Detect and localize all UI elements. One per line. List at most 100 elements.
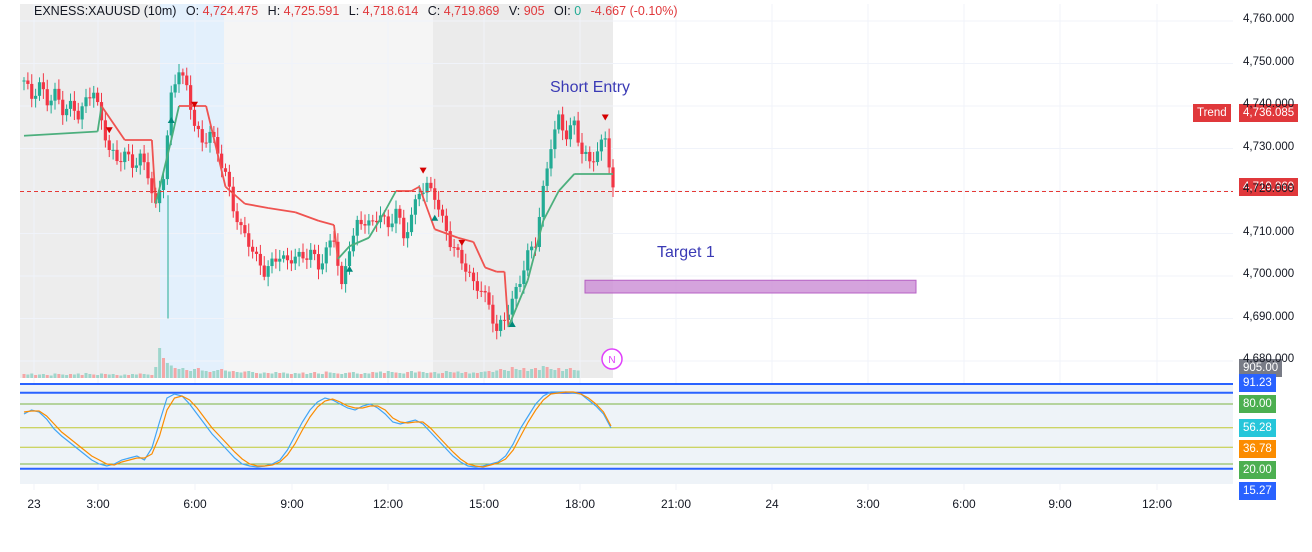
sell-signal-marker xyxy=(601,114,609,121)
volume-value: 905 xyxy=(523,4,545,18)
high-label: H: xyxy=(267,4,281,18)
candle-body xyxy=(545,168,549,186)
time-axis-tick: 24 xyxy=(765,497,779,511)
candle-body xyxy=(96,92,100,103)
candle-body xyxy=(580,142,584,154)
candle-body xyxy=(254,251,259,254)
short-entry-label[interactable]: Short Entry xyxy=(550,79,631,96)
candle-body xyxy=(301,251,305,259)
osc-level-1527-tag: 15.27 xyxy=(1239,482,1276,500)
volume-bar xyxy=(491,372,495,378)
candle-body xyxy=(150,178,154,194)
candle-body xyxy=(65,108,69,116)
trend-line-segment xyxy=(349,236,370,248)
volume-bar xyxy=(464,372,468,378)
osc-level-20-tag: 20.00 xyxy=(1239,461,1276,479)
candle-body xyxy=(603,138,607,140)
volume-bar xyxy=(561,371,565,378)
volume-bar xyxy=(65,375,69,378)
volume-bar xyxy=(142,374,146,378)
volume-bar xyxy=(189,371,193,378)
candle-body xyxy=(127,151,131,155)
candle-body xyxy=(49,100,53,106)
volume-bar xyxy=(208,372,212,378)
volume-bar xyxy=(510,367,514,378)
candle-body xyxy=(227,171,231,187)
candle-body xyxy=(429,182,433,189)
volume-bar xyxy=(386,371,390,378)
trend-tag: Trend xyxy=(1193,104,1231,122)
open-label: O: xyxy=(185,4,200,18)
candle-body xyxy=(425,182,429,193)
close-label: C: xyxy=(427,4,441,18)
candle-body xyxy=(309,249,313,260)
candle-body xyxy=(363,224,367,226)
volume-bar xyxy=(444,371,448,378)
candle-body xyxy=(216,137,220,154)
volume-bar xyxy=(317,373,320,378)
candle-body xyxy=(549,149,553,169)
candle-body xyxy=(243,225,247,234)
candle-body xyxy=(479,290,483,292)
volume-bar xyxy=(243,371,247,378)
trend-price-tag: 4,736.085 xyxy=(1239,104,1299,122)
time-axis-tick: 9:00 xyxy=(280,497,304,511)
volume-bar xyxy=(150,375,154,378)
candle-body xyxy=(390,223,394,228)
candle-body xyxy=(595,151,600,163)
volume-bar xyxy=(375,372,379,378)
volume-bar xyxy=(84,373,88,378)
candle-body xyxy=(57,88,61,100)
trend-line-segment xyxy=(457,236,474,243)
volume-bar xyxy=(499,369,503,378)
price-axis-tick: 4,680.000 xyxy=(1243,353,1295,365)
volume-bar xyxy=(379,371,382,378)
volume-bar xyxy=(472,372,475,378)
volume-bar xyxy=(266,373,270,378)
candle-body xyxy=(433,188,437,200)
volume-bar xyxy=(305,374,309,378)
candle-body xyxy=(235,211,239,223)
volume-bar xyxy=(251,372,255,378)
volume-bar xyxy=(72,374,76,378)
symbol-name[interactable]: EXNESS:XAUUSD (10m) xyxy=(34,4,177,18)
candle-body xyxy=(530,246,534,251)
trend-line-segment xyxy=(434,228,459,239)
volume-bar xyxy=(452,372,456,378)
candle-body xyxy=(177,72,181,85)
candle-body xyxy=(123,151,127,163)
candle-body xyxy=(576,120,580,143)
news-icon xyxy=(601,348,623,370)
candle-body xyxy=(495,323,499,331)
last-price-tag: 4,719.869 xyxy=(1239,178,1299,196)
candle-body xyxy=(557,114,561,130)
candle-body xyxy=(92,92,96,99)
volume-bar xyxy=(382,373,386,378)
volume-bar xyxy=(324,371,328,378)
time-axis-tick: 12:00 xyxy=(1141,497,1173,511)
candle-body xyxy=(266,266,270,277)
target1-label[interactable]: Target 1 xyxy=(657,244,715,261)
volume-bar xyxy=(103,374,107,378)
volume-bar xyxy=(367,373,371,378)
volume-bar xyxy=(270,373,274,378)
candle-body xyxy=(258,253,262,266)
candle-body xyxy=(382,215,386,217)
trend-line-segment xyxy=(170,105,180,141)
candle-body xyxy=(30,83,34,99)
time-axis-tick: 15:00 xyxy=(468,497,500,511)
volume-bar xyxy=(196,368,200,378)
volume-bar xyxy=(553,370,557,378)
volume-bar xyxy=(26,374,30,378)
volume-bar xyxy=(336,373,340,378)
trend-line-segment xyxy=(383,190,397,213)
candle-body xyxy=(181,72,185,76)
price-axis-tick: 4,760.000 xyxy=(1243,13,1295,25)
trend-line-segment xyxy=(472,241,486,268)
candle-body xyxy=(68,100,73,109)
candle-body xyxy=(146,162,150,179)
candle-body xyxy=(200,129,204,143)
stoch-k-line xyxy=(23,391,612,468)
volume-bar xyxy=(158,348,162,378)
